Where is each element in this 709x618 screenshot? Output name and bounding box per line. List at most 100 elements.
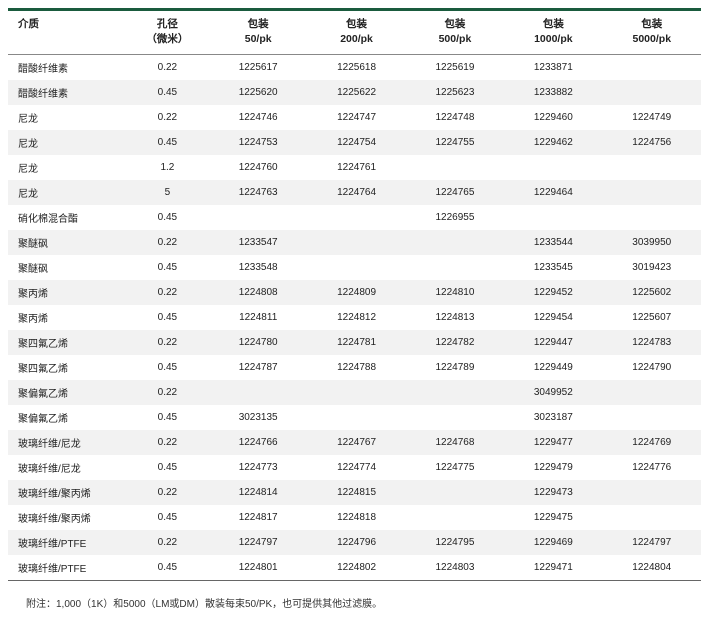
table-cell: 1233882	[504, 80, 602, 105]
table-cell: 0.22	[126, 330, 209, 355]
table-cell	[406, 505, 504, 530]
table-cell: 1224818	[307, 505, 405, 530]
table-row: 硝化棉混合酯0.451226955	[8, 205, 701, 230]
table-cell: 1224782	[406, 330, 504, 355]
table-cell: 1224814	[209, 480, 307, 505]
table-cell: 1229469	[504, 530, 602, 555]
table-cell: 1224809	[307, 280, 405, 305]
table-cell: 1224783	[603, 330, 701, 355]
table-cell: 1225623	[406, 80, 504, 105]
col-header-pk500-l1: 包装	[444, 18, 465, 30]
table-row: 玻璃纤维/聚丙烯0.22122481412248151229473	[8, 480, 701, 505]
table-cell: 1224765	[406, 180, 504, 205]
product-table-container: 介质 孔径 （微米） 包装 50/pk 包装 200/pk 包装 500/pk	[8, 8, 701, 581]
table-cell: 1224801	[209, 555, 307, 580]
table-row: 聚四氟乙烯0.451224787122478812247891229449122…	[8, 355, 701, 380]
table-cell: 醋酸纤维素	[8, 55, 126, 81]
table-cell	[603, 55, 701, 81]
table-cell: 0.45	[126, 255, 209, 280]
table-cell: 尼龙	[8, 105, 126, 130]
table-cell	[406, 480, 504, 505]
col-header-pk500: 包装 500/pk	[406, 11, 504, 55]
col-header-pk50-l1: 包装	[248, 18, 269, 30]
table-cell: 1224769	[603, 430, 701, 455]
table-row: 聚偏氟乙烯0.223049952	[8, 380, 701, 405]
table-cell: 1224748	[406, 105, 504, 130]
table-cell: 1224753	[209, 130, 307, 155]
table-cell: 0.22	[126, 530, 209, 555]
table-cell: 聚偏氟乙烯	[8, 405, 126, 430]
col-header-pk5000: 包装 5000/pk	[603, 11, 701, 55]
table-cell: 聚丙烯	[8, 305, 126, 330]
table-row: 玻璃纤维/PTFE0.22122479712247961224795122946…	[8, 530, 701, 555]
table-cell	[406, 230, 504, 255]
table-cell: 1224766	[209, 430, 307, 455]
table-cell	[603, 80, 701, 105]
table-cell	[307, 405, 405, 430]
col-header-pk200-l2: 200/pk	[340, 33, 373, 45]
table-row: 尼龙0.451224753122475412247551229462122475…	[8, 130, 701, 155]
table-cell: 1224747	[307, 105, 405, 130]
table-cell: 0.45	[126, 355, 209, 380]
table-cell: 0.45	[126, 405, 209, 430]
table-cell: 1233545	[504, 255, 602, 280]
table-cell: 尼龙	[8, 130, 126, 155]
table-row: 聚醚砜0.45123354812335453019423	[8, 255, 701, 280]
table-cell: 0.45	[126, 555, 209, 580]
table-cell: 1224776	[603, 455, 701, 480]
table-cell	[504, 155, 602, 180]
table-cell: 玻璃纤维/聚丙烯	[8, 480, 126, 505]
table-cell: 1229464	[504, 180, 602, 205]
col-header-pk5000-l2: 5000/pk	[633, 33, 672, 45]
table-cell: 1229460	[504, 105, 602, 130]
table-cell: 1224781	[307, 330, 405, 355]
table-cell: 玻璃纤维/PTFE	[8, 555, 126, 580]
table-cell: 1224804	[603, 555, 701, 580]
table-cell: 0.45	[126, 205, 209, 230]
table-cell: 0.22	[126, 105, 209, 130]
table-cell: 聚醚砜	[8, 255, 126, 280]
table-cell: 1224763	[209, 180, 307, 205]
table-cell: 聚四氟乙烯	[8, 355, 126, 380]
table-cell	[603, 505, 701, 530]
col-header-pk5000-l1: 包装	[641, 18, 662, 30]
table-cell: 1229449	[504, 355, 602, 380]
table-cell: 1224810	[406, 280, 504, 305]
table-row: 玻璃纤维/聚丙烯0.45122481712248181229475	[8, 505, 701, 530]
table-cell: 1229447	[504, 330, 602, 355]
table-cell	[406, 255, 504, 280]
table-cell: 1224764	[307, 180, 405, 205]
table-cell: 1225617	[209, 55, 307, 81]
table-row: 尼龙51224763122476412247651229464	[8, 180, 701, 205]
table-cell: 1225619	[406, 55, 504, 81]
table-cell: 3039950	[603, 230, 701, 255]
col-header-pk1000: 包装 1000/pk	[504, 11, 602, 55]
table-cell: 1224774	[307, 455, 405, 480]
table-cell: 聚醚砜	[8, 230, 126, 255]
table-cell: 1224812	[307, 305, 405, 330]
table-header: 介质 孔径 （微米） 包装 50/pk 包装 200/pk 包装 500/pk	[8, 11, 701, 55]
table-cell: 1224797	[209, 530, 307, 555]
table-cell: 1224803	[406, 555, 504, 580]
table-cell: 1224796	[307, 530, 405, 555]
table-cell: 1229479	[504, 455, 602, 480]
table-cell: 1233548	[209, 255, 307, 280]
table-row: 聚偏氟乙烯0.4530231353023187	[8, 405, 701, 430]
table-cell: 1229477	[504, 430, 602, 455]
table-cell: 玻璃纤维/尼龙	[8, 430, 126, 455]
table-cell: 0.45	[126, 80, 209, 105]
table-cell: 1224767	[307, 430, 405, 455]
table-cell: 1224756	[603, 130, 701, 155]
table-cell	[406, 380, 504, 405]
table-row: 聚四氟乙烯0.221224780122478112247821229447122…	[8, 330, 701, 355]
col-header-pore: 孔径 （微米）	[126, 11, 209, 55]
table-row: 醋酸纤维素0.221225617122561812256191233871	[8, 55, 701, 81]
table-cell	[307, 230, 405, 255]
product-table: 介质 孔径 （微米） 包装 50/pk 包装 200/pk 包装 500/pk	[8, 11, 701, 580]
table-cell: 聚丙烯	[8, 280, 126, 305]
table-cell: 硝化棉混合酯	[8, 205, 126, 230]
table-cell: 尼龙	[8, 180, 126, 205]
col-header-pore-l1: 孔径	[157, 18, 178, 30]
table-cell	[307, 205, 405, 230]
table-cell: 聚偏氟乙烯	[8, 380, 126, 405]
